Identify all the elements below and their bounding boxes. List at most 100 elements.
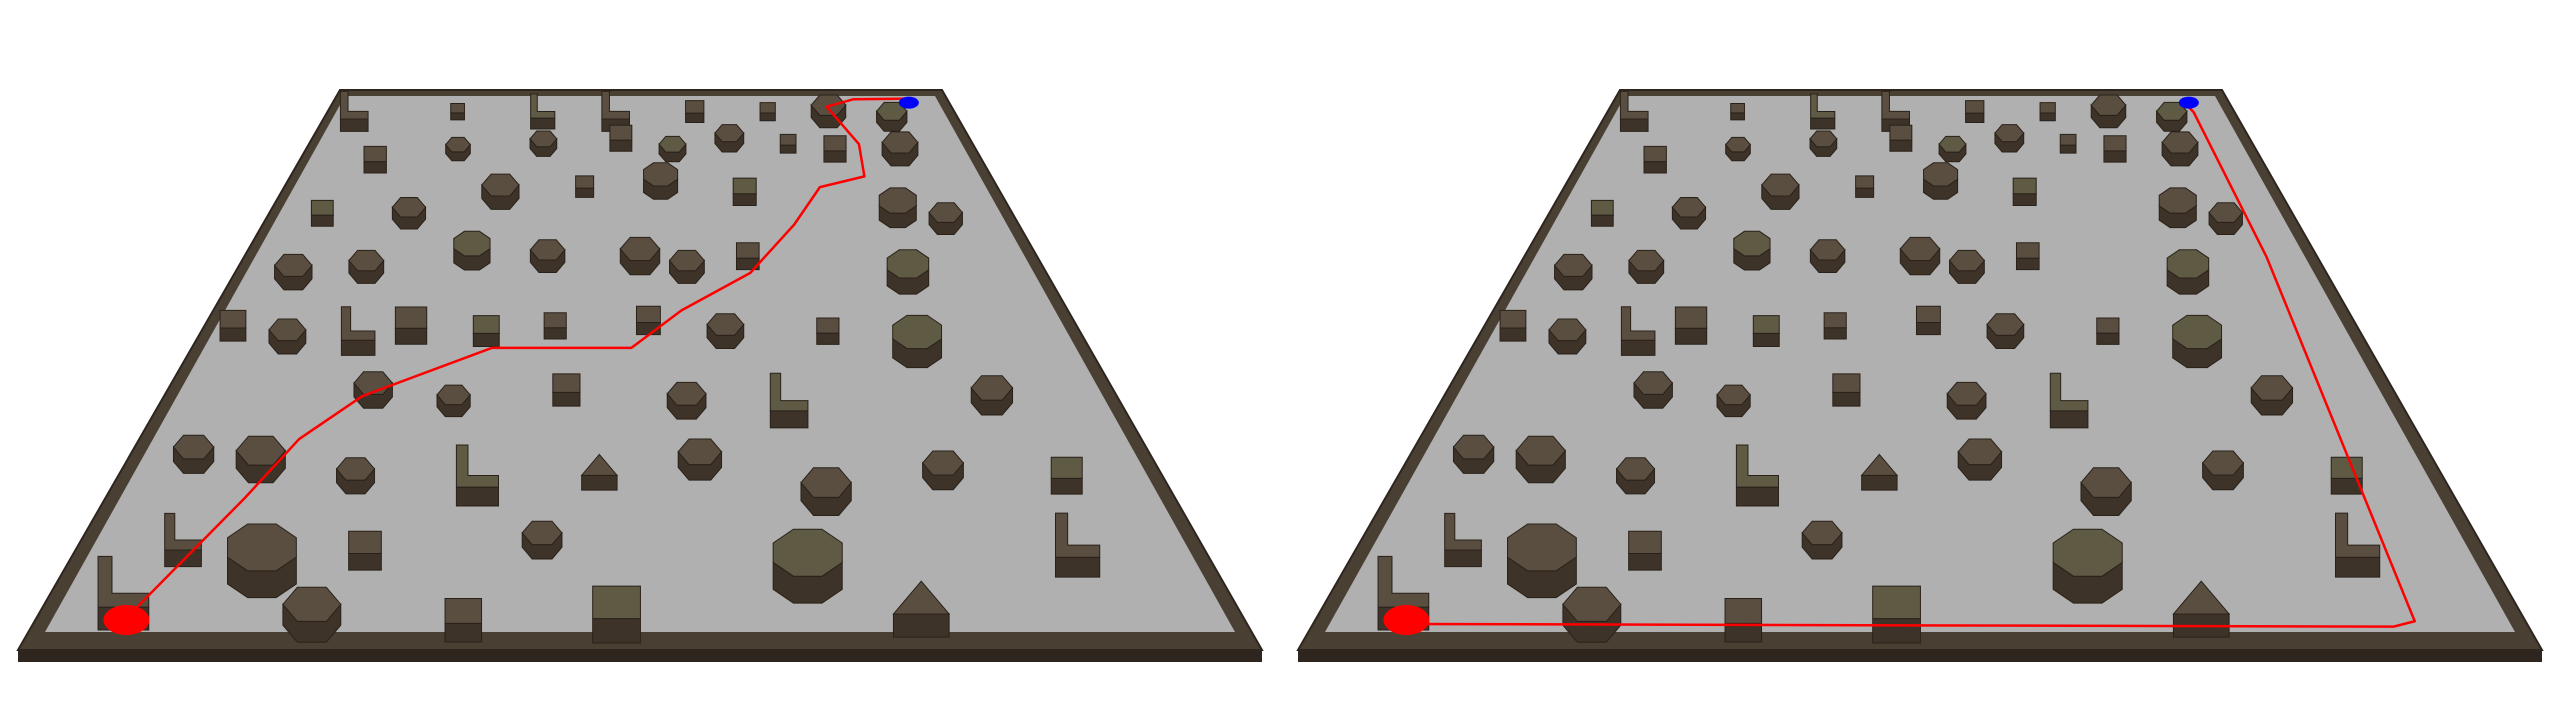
- obstacle: [1716, 384, 1751, 418]
- obstacle: [1810, 93, 1836, 130]
- arena-panel-right: [1296, 89, 2544, 662]
- obstacle: [2039, 102, 2056, 122]
- obstacle: [1628, 530, 1662, 571]
- obstacle: [706, 313, 745, 350]
- obstacle: [875, 101, 908, 132]
- goal-marker: [898, 96, 919, 109]
- obstacle: [1674, 306, 1708, 345]
- obstacle: [2334, 512, 2381, 578]
- obstacle: [2103, 135, 2127, 163]
- obstacle: [348, 530, 382, 571]
- obstacle: [2049, 372, 2089, 429]
- obstacle: [779, 133, 797, 154]
- obstacle: [735, 242, 760, 271]
- arena-wall-front: [18, 650, 1262, 662]
- obstacle: [455, 444, 499, 507]
- obstacle: [445, 136, 471, 162]
- obstacle: [666, 381, 707, 420]
- obstacle: [164, 512, 202, 568]
- obstacle: [552, 373, 581, 407]
- obstacle: [878, 187, 917, 229]
- obstacle: [685, 100, 705, 123]
- obstacle: [1860, 453, 1899, 491]
- obstacle: [530, 93, 556, 130]
- obstacle: [1671, 196, 1707, 230]
- obstacle: [227, 523, 297, 599]
- start-marker: [103, 604, 150, 635]
- obstacle: [592, 585, 641, 644]
- obstacle: [732, 177, 757, 207]
- obstacle: [444, 598, 483, 643]
- obstacle: [2096, 317, 2120, 345]
- obstacle: [970, 375, 1014, 416]
- obstacle: [2201, 450, 2245, 491]
- obstacle: [580, 453, 619, 491]
- obstacle: [1730, 103, 1745, 121]
- obstacle: [643, 162, 679, 200]
- obstacle: [2015, 242, 2040, 271]
- obstacle: [1948, 249, 1985, 284]
- obstacle: [1507, 523, 1577, 599]
- obstacle: [340, 306, 376, 356]
- obstacle: [481, 173, 520, 210]
- obstacle: [823, 135, 847, 163]
- obstacle: [886, 249, 930, 295]
- obstacle: [348, 249, 385, 284]
- obstacle: [2166, 249, 2210, 295]
- obstacle-field: [97, 90, 1101, 644]
- obstacle: [2059, 133, 2077, 154]
- obstacle: [677, 438, 723, 481]
- obstacle: [1752, 315, 1780, 348]
- obstacle: [1548, 318, 1587, 355]
- planned-path: [119, 97, 907, 625]
- obstacle: [310, 199, 334, 227]
- obstacle: [1994, 124, 2025, 153]
- obstacle: [1823, 312, 1847, 340]
- obstacle: [353, 371, 394, 409]
- obstacle: [1832, 373, 1861, 407]
- obstacle: [1957, 438, 2003, 481]
- obstacle: [1889, 124, 1913, 152]
- obstacle: [1452, 434, 1495, 474]
- obstacle: [1054, 512, 1101, 578]
- obstacle: [282, 586, 342, 643]
- obstacle: [391, 196, 427, 230]
- obstacle: [1590, 199, 1614, 227]
- obstacle: [1915, 305, 1941, 336]
- obstacle: [1946, 381, 1987, 420]
- obstacle: [1562, 586, 1622, 643]
- obstacle-field: [1377, 90, 2381, 644]
- obstacle: [2250, 375, 2294, 416]
- start-marker: [1383, 604, 1430, 635]
- obstacle: [1938, 135, 1967, 163]
- obstacle: [335, 457, 376, 495]
- obstacle: [1619, 90, 1649, 132]
- obstacle: [339, 90, 369, 132]
- obstacle: [172, 434, 215, 474]
- arena-wall-front: [1298, 650, 2542, 662]
- obstacle: [772, 528, 843, 604]
- obstacle: [1499, 309, 1527, 342]
- obstacle: [453, 230, 491, 271]
- obstacle: [450, 103, 465, 121]
- obstacle: [928, 202, 964, 235]
- obstacle: [2052, 528, 2123, 604]
- obstacle: [1724, 598, 1763, 643]
- obstacle: [1733, 230, 1771, 271]
- obstacle: [1050, 456, 1083, 495]
- obstacle: [543, 312, 567, 340]
- obstacle: [472, 315, 500, 348]
- obstacle: [1965, 100, 1985, 123]
- obstacle: [619, 236, 661, 276]
- obstacle: [273, 253, 313, 291]
- obstacle: [529, 239, 566, 273]
- obstacle: [1899, 236, 1941, 276]
- obstacle: [1923, 162, 1959, 200]
- obstacle: [1809, 130, 1838, 157]
- obstacle: [575, 175, 595, 198]
- obstacle: [800, 467, 852, 516]
- goal-marker: [2178, 96, 2199, 109]
- obstacle: [436, 384, 471, 418]
- arena-panel-left: [16, 89, 1264, 662]
